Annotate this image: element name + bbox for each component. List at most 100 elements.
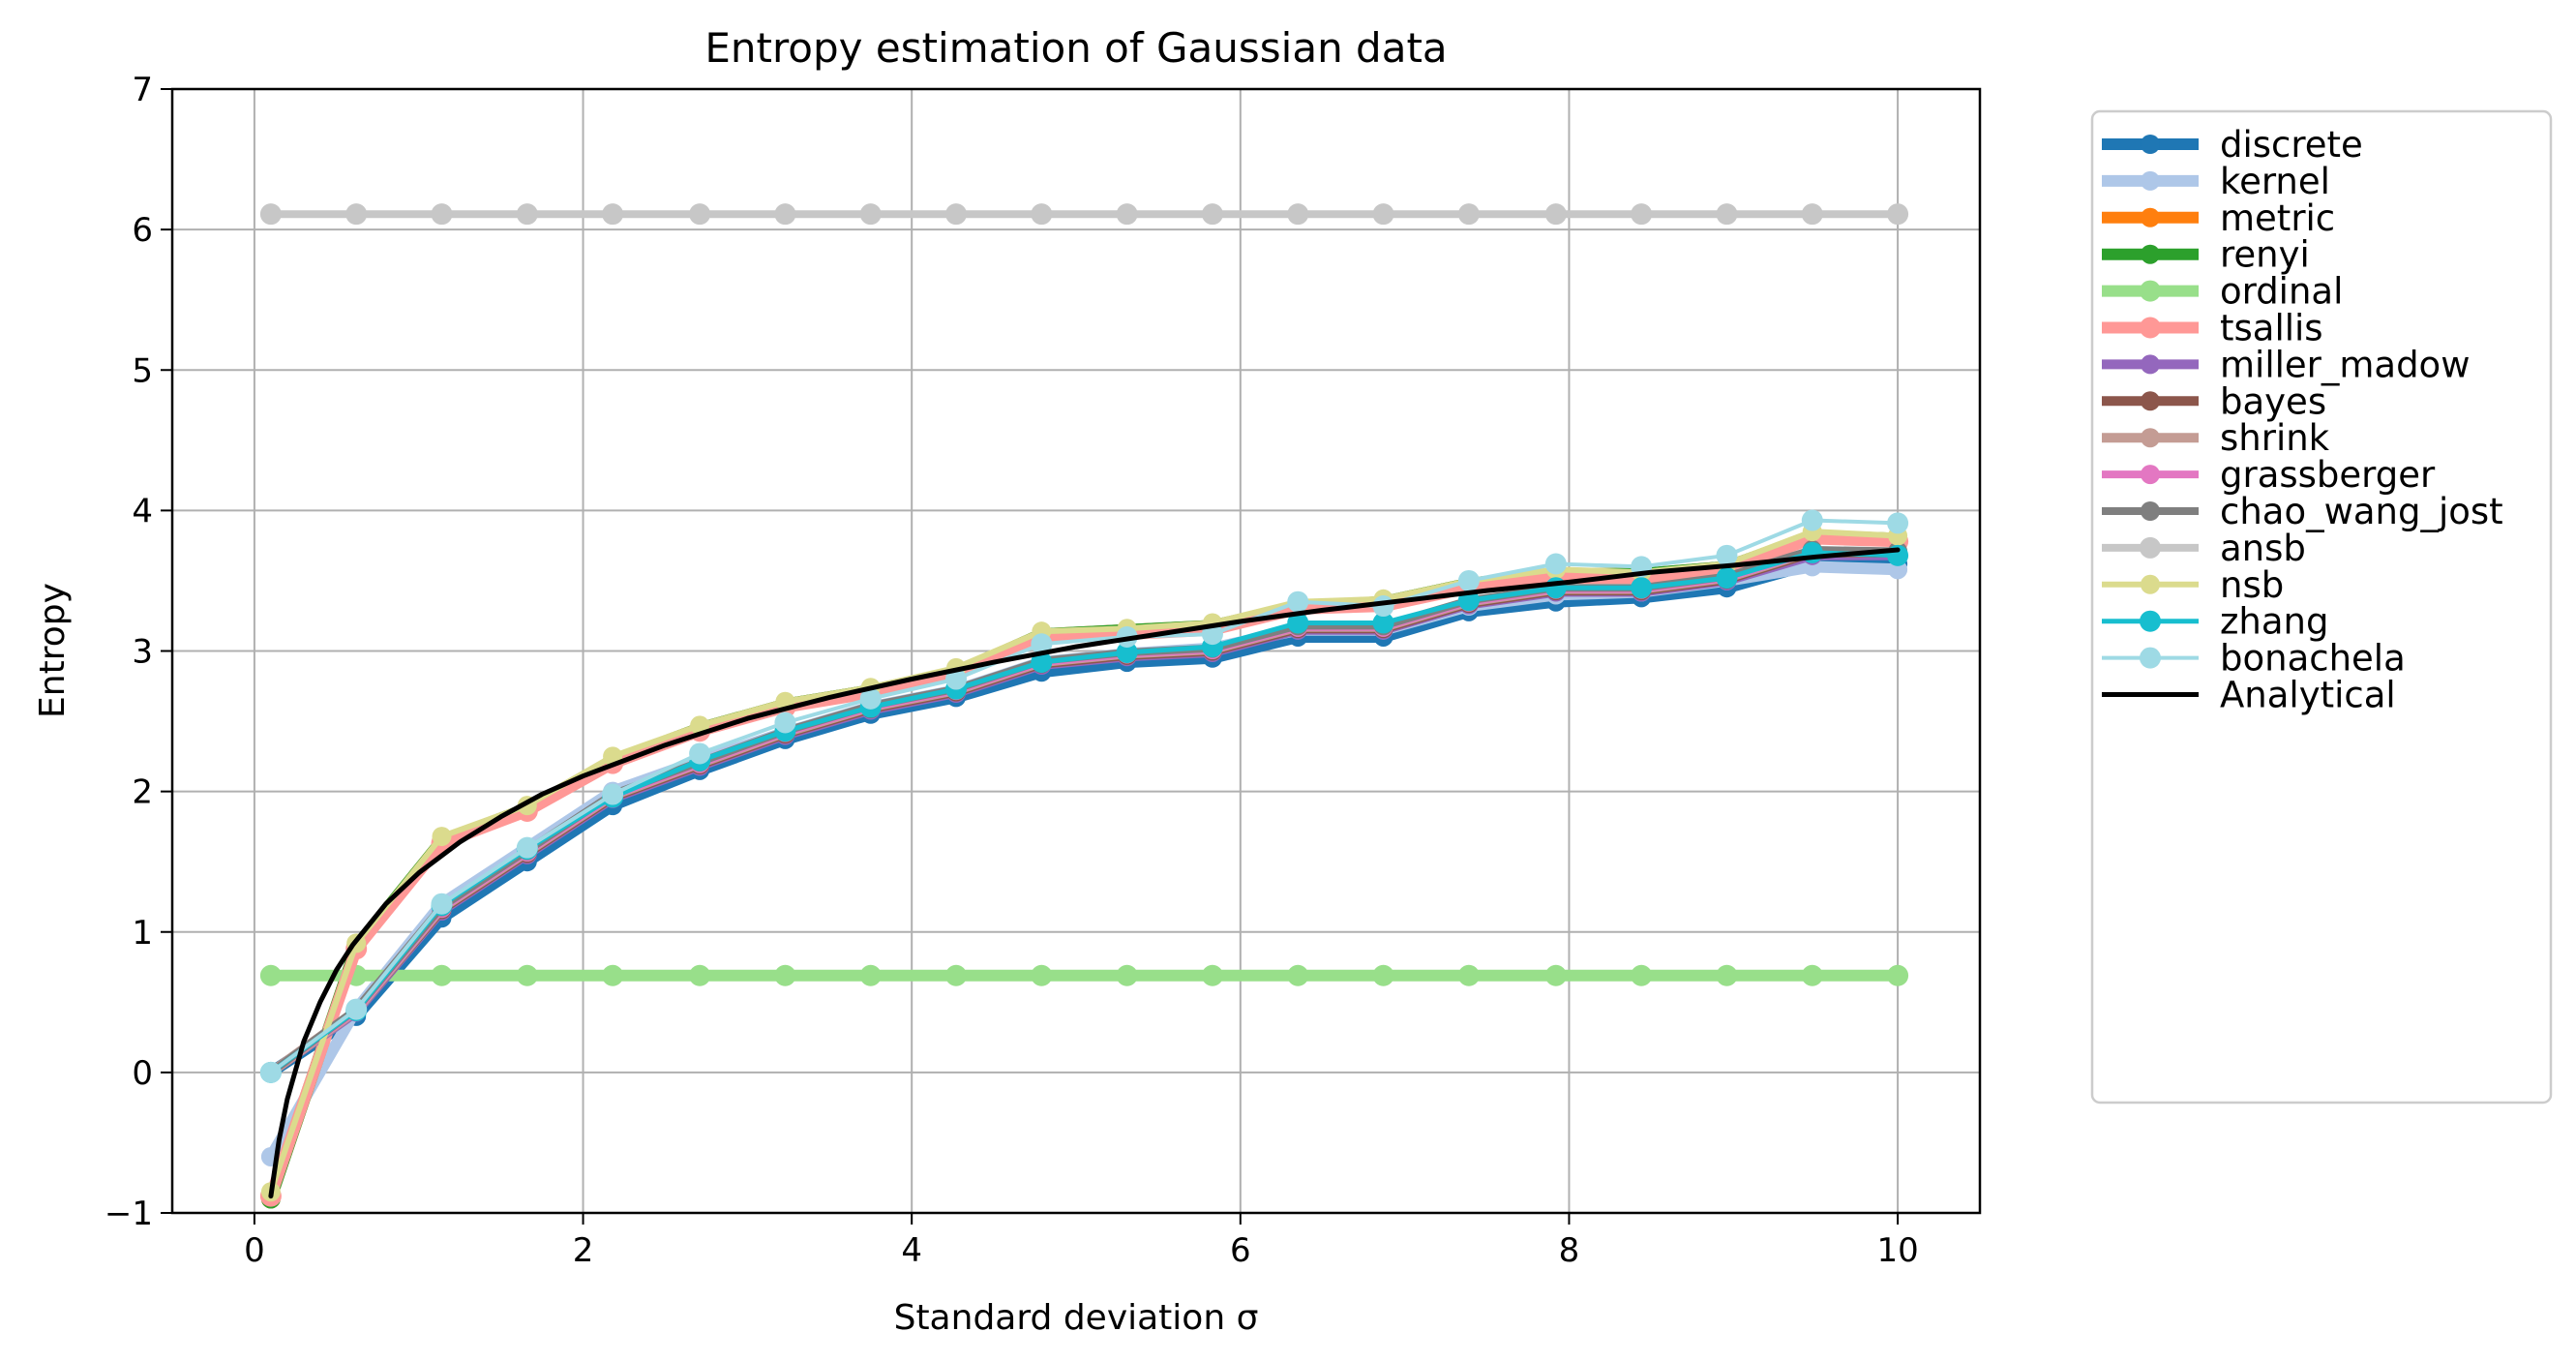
data-point (689, 203, 711, 226)
series-line (264, 532, 1904, 1202)
legend-label: chao_wang_jost (2220, 491, 2503, 532)
data-point (1287, 964, 1309, 986)
data-point (345, 998, 368, 1020)
x-axis-label: Standard deviation σ (894, 1298, 1259, 1338)
legend-swatch-marker (2140, 280, 2161, 302)
legend-swatch-marker (2141, 501, 2160, 521)
legend-label: ansb (2220, 528, 2306, 569)
data-point (1631, 964, 1653, 986)
legend-swatch-marker (2140, 536, 2161, 559)
series-ansb (259, 203, 1909, 226)
data-point (1457, 569, 1480, 591)
data-point (432, 827, 452, 847)
legend-label: discrete (2220, 124, 2363, 166)
series-layer (259, 203, 1909, 1209)
data-point (945, 964, 968, 986)
legend-swatch-marker (2141, 207, 2160, 227)
legend-swatch-marker (2141, 170, 2160, 191)
data-point (602, 783, 624, 805)
legend-entry-tsallis: tsallis (2102, 308, 2323, 349)
data-point (1031, 203, 1053, 226)
data-point (774, 711, 796, 734)
data-point (259, 964, 282, 986)
data-point (1801, 203, 1823, 226)
data-point (1887, 964, 1909, 986)
legend-entry-bayes: bayes (2102, 380, 2326, 422)
data-point (859, 203, 882, 226)
legend-swatch-marker (2141, 354, 2160, 375)
legend-entry-metric: metric (2102, 197, 2335, 239)
data-point (259, 1061, 282, 1083)
legend-entry-nsb: nsb (2102, 564, 2284, 606)
legend-entry-ordinal: ordinal (2102, 271, 2343, 313)
legend-label: tsallis (2220, 308, 2323, 349)
data-point (1201, 203, 1223, 226)
legend-label: metric (2220, 197, 2335, 239)
data-point (1457, 964, 1480, 986)
legend-swatch-marker (2141, 391, 2160, 411)
legend-label: shrink (2220, 417, 2330, 459)
legend-entry-kernel: kernel (2102, 161, 2330, 202)
x-tick-label: 6 (1230, 1231, 1251, 1270)
data-point (431, 964, 453, 986)
series-line (264, 558, 1904, 1078)
data-point (689, 964, 711, 986)
legend-swatch-marker (2140, 610, 2161, 632)
data-point (689, 742, 711, 765)
data-point (1631, 577, 1653, 599)
legend-label: zhang (2220, 601, 2328, 643)
legend-swatch-marker (2141, 574, 2160, 594)
legend-label: bayes (2220, 380, 2326, 422)
data-point (516, 203, 538, 226)
chart-title: Entropy estimation of Gaussian data (704, 24, 1447, 72)
data-point (259, 203, 282, 226)
y-tick-label: 0 (132, 1054, 153, 1093)
data-point (1716, 203, 1738, 226)
data-point (1887, 512, 1909, 534)
legend-swatch-marker (2140, 647, 2161, 669)
y-axis-label: Entropy (33, 583, 73, 718)
y-tick-label: 6 (132, 211, 153, 250)
legend-swatch-marker (2140, 317, 2161, 339)
data-point (1801, 964, 1823, 986)
legend-label: ordinal (2220, 271, 2343, 313)
legend-label: kernel (2220, 161, 2330, 202)
data-point (602, 203, 624, 226)
legend-entry-ansb: ansb (2102, 528, 2306, 569)
legend-entry-miller-madow: miller_madow (2102, 344, 2470, 385)
data-point (1116, 203, 1138, 226)
data-point (1544, 577, 1567, 599)
series-line (268, 547, 1901, 1199)
data-point (1031, 964, 1053, 986)
y-tick-label: 3 (132, 633, 153, 672)
legend-label: renyi (2220, 234, 2310, 276)
legend-swatch-marker (2141, 244, 2160, 264)
data-point (945, 668, 968, 690)
data-point (516, 964, 538, 986)
legend-swatch-marker (2141, 428, 2160, 448)
y-tick-label: 7 (132, 71, 153, 109)
x-tick-label: 8 (1559, 1231, 1580, 1270)
data-point (859, 964, 882, 986)
data-point (431, 203, 453, 226)
data-point (1287, 590, 1309, 613)
y-tick-label: 2 (132, 773, 153, 812)
y-axis: −1 0 1 2 3 4 5 6 7 (105, 71, 172, 1233)
data-point (1287, 203, 1309, 226)
data-point (431, 893, 453, 915)
x-tick-label: 2 (573, 1231, 594, 1270)
x-tick-label: 10 (1876, 1231, 1918, 1270)
data-point (1116, 641, 1138, 663)
data-point (1544, 964, 1567, 986)
x-tick-label: 0 (244, 1231, 265, 1270)
legend-label: bonachela (2220, 638, 2406, 680)
data-point (945, 203, 968, 226)
legend-label: nsb (2220, 564, 2284, 606)
data-point (1544, 203, 1567, 226)
legend-label: Analytical (2220, 675, 2396, 716)
y-tick-label: 1 (132, 914, 153, 953)
legend-entry-grassberger: grassberger (2102, 454, 2436, 496)
legend-entry-discrete: discrete (2102, 124, 2363, 166)
x-axis: 0 2 4 6 8 10 (244, 1213, 1919, 1270)
x-tick-label: 4 (901, 1231, 922, 1270)
